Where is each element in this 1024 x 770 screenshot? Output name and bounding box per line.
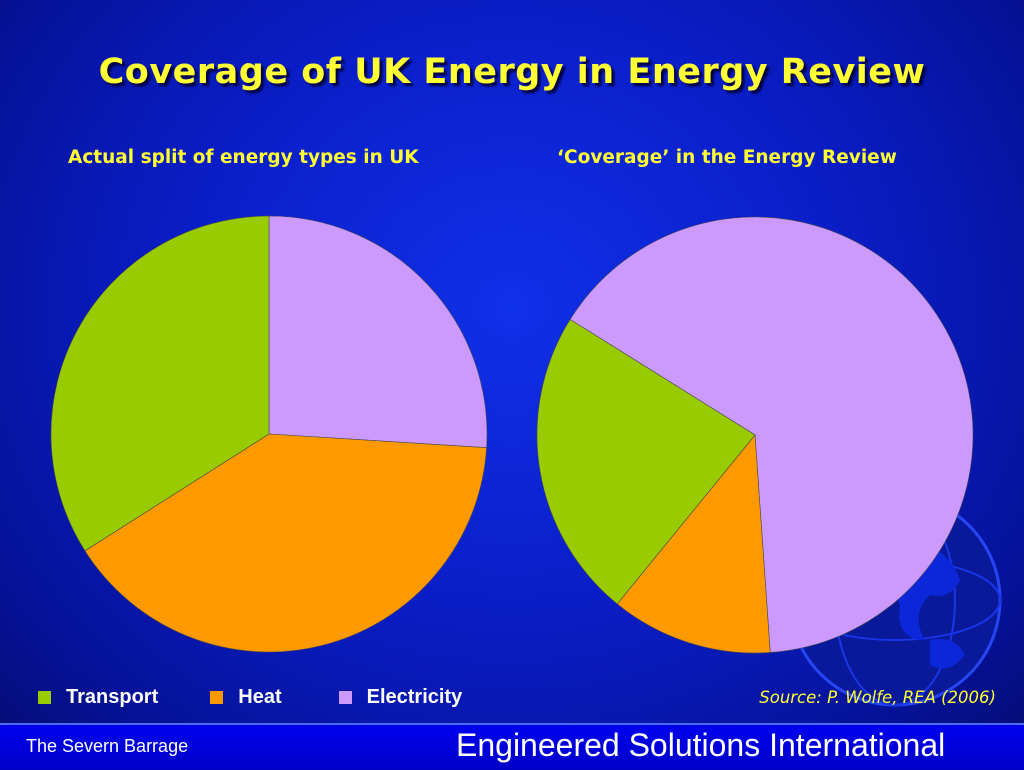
pie-slice-electricity xyxy=(569,216,974,653)
legend-label-electricity: Electricity xyxy=(366,686,463,708)
legend-item-heat: Heat xyxy=(210,686,282,709)
legend-swatch-transport xyxy=(38,691,51,704)
pie-slice-transport xyxy=(536,319,756,605)
pie-chart-energy-review-coverage xyxy=(536,216,974,654)
source-citation: Source: P. Wolfe, REA (2006) xyxy=(759,688,996,707)
pie-slice-electricity xyxy=(268,215,488,449)
legend-label-heat: Heat xyxy=(238,686,282,708)
footer-company: Engineered Solutions International xyxy=(456,727,946,763)
pie-slice-transport xyxy=(50,215,270,552)
pie-title-actual-split: Actual split of energy types in UK xyxy=(68,147,419,168)
legend-label-transport: Transport xyxy=(66,686,159,708)
footer-title: The Severn Barrage xyxy=(26,736,189,756)
slide-title: Coverage of UK Energy in Energy Review xyxy=(98,52,926,92)
footer-bar: The Severn Barrage Engineered Solutions … xyxy=(0,723,1024,770)
pie-title-energy-review: ‘Coverage’ in the Energy Review xyxy=(557,147,897,168)
pie-chart-actual-split xyxy=(50,215,488,653)
legend-swatch-electricity xyxy=(338,691,352,704)
pie-slice-heat xyxy=(84,433,487,653)
pie-slice-heat xyxy=(616,434,771,654)
chart-legend: Transport Heat Electricity xyxy=(38,686,462,709)
legend-swatch-heat xyxy=(210,691,224,704)
legend-item-transport: Transport xyxy=(38,686,158,709)
legend-item-electricity: Electricity xyxy=(338,686,463,709)
